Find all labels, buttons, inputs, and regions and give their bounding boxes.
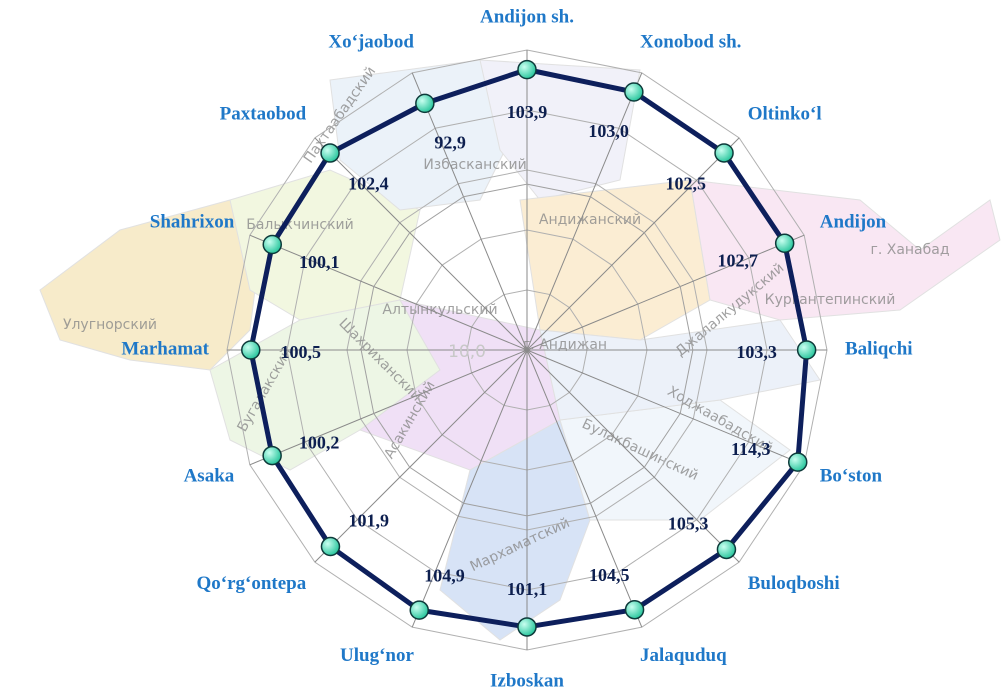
point — [415, 93, 435, 114]
map-label: Алтынкульский — [382, 302, 497, 318]
map-label: Андижанский — [539, 212, 641, 228]
category-label: Baliqchi — [845, 338, 913, 359]
point — [624, 599, 645, 620]
spoke — [314, 349, 528, 563]
point — [320, 143, 340, 163]
map-label: г. Ханабад — [870, 242, 949, 258]
point — [787, 452, 808, 472]
data-label: 104,5 — [589, 565, 630, 585]
data-label: 100,1 — [299, 252, 340, 272]
point — [774, 233, 795, 254]
point — [716, 539, 737, 560]
category-label: Ulug‘nor — [340, 645, 414, 666]
point — [409, 600, 429, 620]
data-label: 104,9 — [424, 565, 465, 585]
data-label: 102,4 — [348, 173, 389, 193]
data-label: 103,9 — [507, 102, 548, 122]
spoke — [314, 137, 528, 351]
spoke — [249, 349, 528, 466]
data-label: 114,3 — [731, 439, 771, 459]
category-label: Jalaquduq — [640, 645, 727, 666]
point — [241, 340, 261, 360]
data-label: 102,7 — [717, 251, 758, 271]
category-label: Andijon — [820, 211, 887, 232]
point — [320, 536, 341, 557]
category-label: Paxtaobod — [220, 104, 307, 125]
data-label: 103,0 — [588, 121, 629, 141]
spoke — [411, 72, 528, 351]
data-label: 103,3 — [736, 342, 777, 362]
map-label: г. Андижан — [523, 337, 607, 353]
data-label: 102,5 — [666, 173, 707, 193]
point — [714, 143, 734, 163]
data-label: 101,9 — [349, 510, 390, 530]
grid-line — [360, 183, 694, 517]
data-label: 92,9 — [434, 132, 466, 152]
map-label: Балыкчинский — [246, 217, 354, 233]
category-label: Oltinko‘l — [748, 104, 822, 125]
spoke — [526, 349, 643, 628]
point — [517, 59, 537, 80]
category-label: Shahrixon — [150, 211, 235, 232]
data-label: 100,2 — [299, 432, 340, 452]
data-label: 100,5 — [281, 342, 322, 362]
r-tick-label: 10,0 — [448, 342, 486, 362]
category-label: Andijon sh. — [480, 6, 574, 27]
category-label: Asaka — [184, 465, 235, 486]
point — [517, 617, 537, 637]
category-label: Buloqboshi — [748, 573, 840, 594]
point — [262, 234, 283, 255]
data-label: 105,3 — [668, 513, 709, 533]
point — [624, 82, 644, 102]
data-label: 101,1 — [507, 579, 548, 599]
spoke — [526, 234, 805, 351]
category-label: Qo‘rg‘ontepa — [196, 573, 306, 594]
category-label: Xo‘jaobod — [328, 32, 414, 53]
spoke — [526, 72, 643, 351]
point — [262, 445, 282, 466]
category-label: Xonobod sh. — [640, 32, 741, 53]
point — [796, 340, 817, 360]
spoke — [249, 234, 528, 351]
map-label: Кургантепинский — [765, 292, 896, 308]
spoke — [411, 349, 528, 628]
category-label: Izboskan — [490, 670, 564, 688]
map-label: Избасканский — [423, 157, 526, 173]
spoke — [526, 349, 740, 563]
category-label: Marhamat — [121, 338, 209, 359]
map-label: Улугнорский — [63, 317, 157, 333]
category-label: Bo‘ston — [820, 465, 883, 486]
spoke — [526, 137, 740, 351]
spoke — [526, 349, 805, 466]
